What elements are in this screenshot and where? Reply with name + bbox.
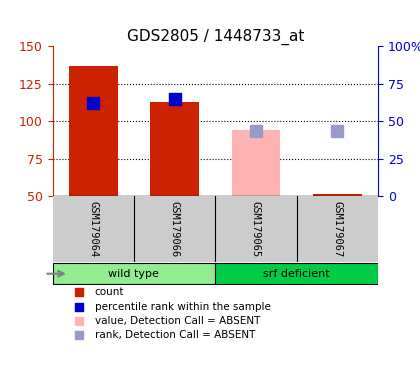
FancyBboxPatch shape — [52, 263, 215, 284]
Bar — [231, 130, 281, 196]
Text: percentile rank within the sample: percentile rank within the sample — [95, 301, 271, 311]
Bar — [150, 102, 199, 196]
Text: count: count — [95, 288, 124, 298]
Point — [75, 290, 82, 296]
Point — [75, 303, 82, 310]
Title: GDS2805 / 1448733_at: GDS2805 / 1448733_at — [126, 28, 304, 45]
Point — [171, 96, 178, 102]
Text: value, Detection Call = ABSENT: value, Detection Call = ABSENT — [95, 316, 260, 326]
Bar — [313, 194, 362, 196]
Point — [252, 128, 259, 134]
Point — [75, 318, 82, 324]
FancyBboxPatch shape — [215, 263, 378, 284]
Point — [334, 128, 341, 134]
Text: GSM179066: GSM179066 — [170, 201, 180, 257]
Text: rank, Detection Call = ABSENT: rank, Detection Call = ABSENT — [95, 330, 255, 340]
Point — [90, 100, 97, 106]
Text: srf deficient: srf deficient — [263, 269, 330, 279]
Text: GSM179067: GSM179067 — [332, 201, 342, 257]
Text: wild type: wild type — [108, 269, 159, 279]
Text: GSM179064: GSM179064 — [88, 201, 98, 257]
Text: GSM179065: GSM179065 — [251, 201, 261, 257]
Point — [75, 332, 82, 338]
Bar — [69, 66, 118, 196]
